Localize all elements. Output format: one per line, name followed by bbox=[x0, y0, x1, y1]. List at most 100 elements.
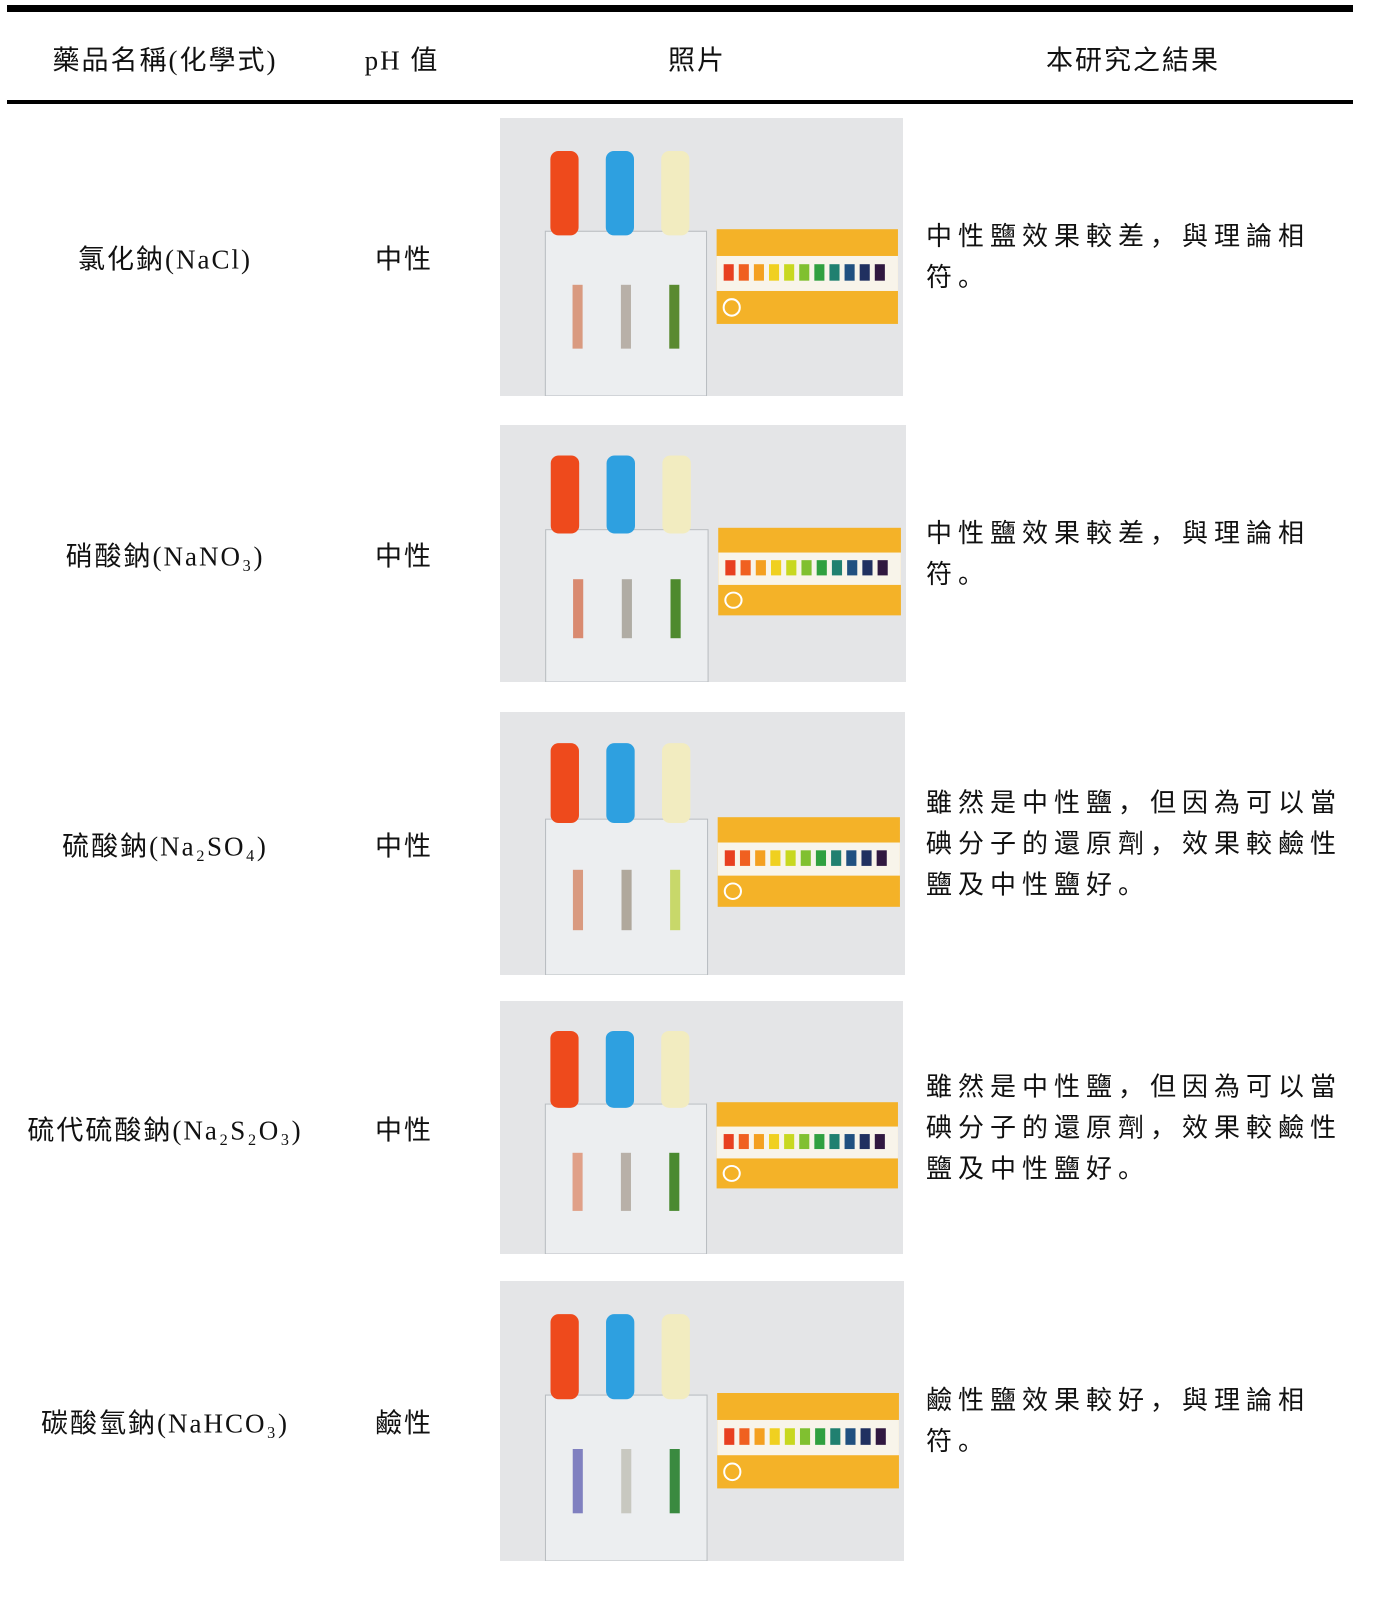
tube bbox=[606, 455, 635, 534]
color-scale bbox=[784, 1428, 795, 1445]
color-scale bbox=[829, 1134, 840, 1150]
tube bbox=[661, 1314, 690, 1400]
color-scale bbox=[830, 1428, 841, 1445]
color-scale bbox=[877, 560, 888, 576]
color-scale bbox=[724, 1428, 735, 1445]
test-strip bbox=[669, 1152, 680, 1211]
result-text: 雖然是中性鹽，但因為可以當碘分子的還原劑，效果較鹼性鹽及中性鹽好。 bbox=[926, 788, 1343, 899]
logo bbox=[723, 882, 742, 900]
color-scale bbox=[844, 264, 855, 281]
test-strip bbox=[573, 579, 584, 639]
color-scale bbox=[769, 1134, 780, 1150]
header-rule bbox=[7, 100, 1353, 104]
header-cell: 本研究之結果 bbox=[1046, 45, 1220, 76]
color-scale bbox=[816, 560, 827, 576]
logo bbox=[724, 591, 743, 609]
photo bbox=[500, 425, 906, 682]
color-scale bbox=[723, 1134, 734, 1150]
ph-value: 中性 bbox=[375, 541, 433, 571]
color-scale bbox=[859, 1134, 870, 1150]
test-strip bbox=[620, 1152, 631, 1211]
color-scale bbox=[862, 560, 873, 576]
tube bbox=[550, 743, 579, 824]
color-scale bbox=[831, 560, 843, 576]
color-scale bbox=[845, 1428, 856, 1445]
color-scale bbox=[814, 1134, 825, 1150]
color-scale bbox=[801, 560, 812, 576]
tube bbox=[550, 1030, 579, 1108]
result-text: 中性鹽效果較差，與理論相符。 bbox=[926, 518, 1311, 589]
result-text: 雖然是中性鹽，但因為可以當碘分子的還原劑，效果較鹼性鹽及中性鹽好。 bbox=[926, 1072, 1343, 1183]
color-scale bbox=[786, 560, 797, 576]
color-scale bbox=[738, 1134, 749, 1150]
color-scale bbox=[874, 1134, 885, 1150]
chemical-name: 硝酸鈉(NaNO₃) bbox=[65, 541, 265, 571]
test-strip bbox=[572, 1449, 583, 1514]
color-scale bbox=[829, 264, 840, 281]
color-scale bbox=[846, 850, 857, 866]
chemical-name: 硫代硫酸鈉(Na₂S₂O₃) bbox=[27, 1115, 303, 1145]
photo bbox=[500, 1001, 903, 1254]
photo bbox=[500, 118, 903, 396]
tube bbox=[662, 455, 691, 534]
photo bbox=[500, 712, 905, 975]
test-strip bbox=[669, 1449, 680, 1514]
color-scale bbox=[860, 1428, 871, 1445]
color-scale bbox=[799, 264, 810, 281]
color-scale bbox=[739, 1428, 750, 1445]
color-scale bbox=[724, 850, 735, 866]
color-scale bbox=[740, 560, 751, 576]
chemical-name: 硫酸鈉(Na₂SO₄) bbox=[62, 831, 268, 861]
tube bbox=[550, 1314, 579, 1400]
header-cell: 藥品名稱(化學式) bbox=[52, 45, 278, 76]
tube bbox=[606, 1314, 635, 1400]
color-scale bbox=[784, 1134, 795, 1150]
tube bbox=[550, 150, 579, 236]
ph-value: 中性 bbox=[375, 831, 433, 861]
color-scale bbox=[800, 850, 811, 866]
test-strip bbox=[669, 284, 680, 349]
logo bbox=[722, 298, 741, 317]
test-strip bbox=[572, 869, 584, 931]
color-scale bbox=[874, 264, 885, 281]
color-scale bbox=[785, 850, 796, 866]
logo bbox=[723, 1462, 742, 1482]
color-scale bbox=[753, 1134, 764, 1150]
color-scale bbox=[799, 1428, 811, 1445]
top-rule bbox=[7, 5, 1353, 12]
test-strip bbox=[670, 869, 681, 931]
ph-value: 中性 bbox=[375, 244, 433, 275]
test-strip bbox=[621, 1449, 632, 1514]
result-text: 中性鹽效果較差，與理論相符。 bbox=[926, 222, 1311, 292]
color-scale bbox=[771, 560, 782, 576]
color-scale bbox=[723, 264, 734, 281]
color-scale bbox=[814, 264, 825, 281]
test-strip bbox=[620, 284, 631, 349]
test-strip bbox=[572, 1152, 583, 1211]
test-strip bbox=[621, 579, 632, 639]
logo bbox=[722, 1164, 741, 1182]
color-scale bbox=[770, 850, 781, 866]
color-scale bbox=[753, 264, 764, 281]
tube bbox=[661, 1030, 690, 1108]
color-scale bbox=[769, 1428, 780, 1445]
test-strip bbox=[572, 284, 583, 349]
color-scale bbox=[859, 264, 870, 281]
tube bbox=[550, 455, 580, 534]
header-cell: pH 值 bbox=[364, 45, 440, 76]
color-scale bbox=[769, 264, 780, 281]
tube bbox=[606, 743, 635, 824]
header-cell: 照片 bbox=[668, 45, 726, 76]
color-scale bbox=[799, 1134, 810, 1150]
color-scale bbox=[844, 1134, 855, 1150]
color-scale bbox=[815, 1428, 826, 1445]
tube bbox=[662, 743, 691, 824]
color-scale bbox=[738, 264, 749, 281]
color-scale bbox=[755, 850, 766, 866]
color-scale bbox=[815, 850, 827, 866]
ph-value: 鹼性 bbox=[375, 1408, 433, 1439]
color-scale bbox=[784, 264, 795, 281]
ph-value: 中性 bbox=[375, 1115, 433, 1145]
result-text: 鹼性鹽效果較好，與理論相符。 bbox=[926, 1386, 1311, 1456]
